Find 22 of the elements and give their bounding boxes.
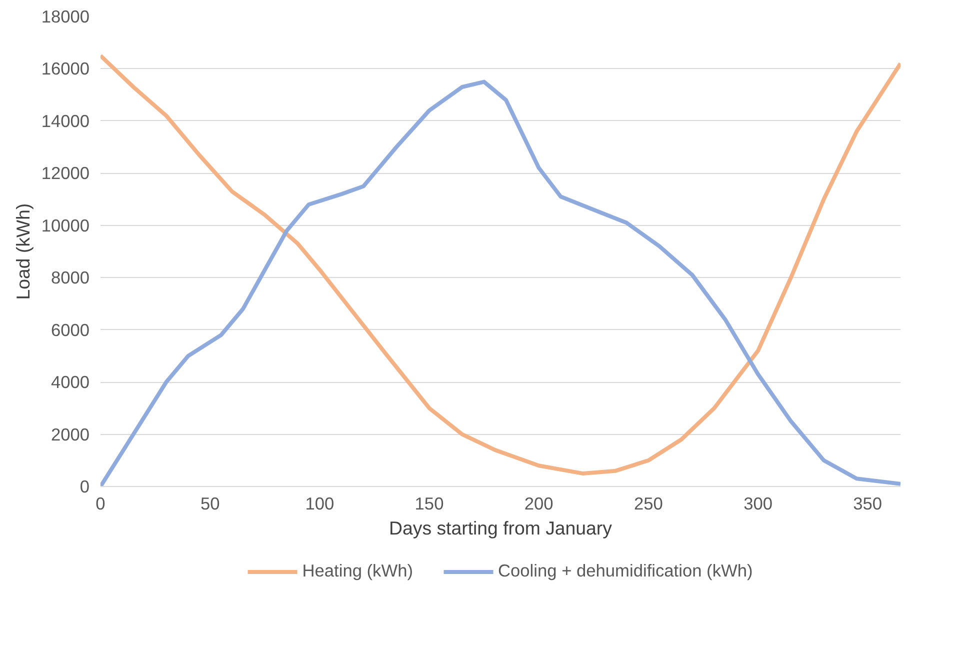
x-tick-label: 150 [414, 494, 444, 514]
x-tick-label: 50 [200, 494, 220, 514]
y-tick-label: 16000 [41, 58, 90, 79]
x-tick-label: 250 [634, 494, 663, 514]
x-tick-label: 100 [305, 494, 334, 514]
y-axis-title: Load (kWh) [12, 203, 34, 300]
x-tick-label: 300 [744, 494, 772, 514]
legend-label: Heating (kWh) [302, 560, 413, 582]
x-tick-label: 350 [853, 494, 882, 514]
y-tick-label: 12000 [41, 163, 90, 184]
y-tick-label: 0 [80, 476, 90, 496]
x-axis-title: Days starting from January [389, 518, 613, 538]
x-tick-label: 0 [96, 494, 106, 514]
y-tick-label: 6000 [50, 320, 90, 340]
y-tick-label: 14000 [41, 110, 90, 131]
y-tick-label: 2000 [50, 424, 90, 444]
legend-label: Cooling + dehumidification (kWh) [498, 560, 753, 582]
y-tick-label: 4000 [50, 372, 90, 392]
x-tick-label: 200 [524, 494, 554, 514]
y-tick-label: 18000 [41, 6, 90, 26]
y-tick-label: 8000 [50, 268, 90, 288]
y-tick-label: 10000 [41, 215, 90, 236]
